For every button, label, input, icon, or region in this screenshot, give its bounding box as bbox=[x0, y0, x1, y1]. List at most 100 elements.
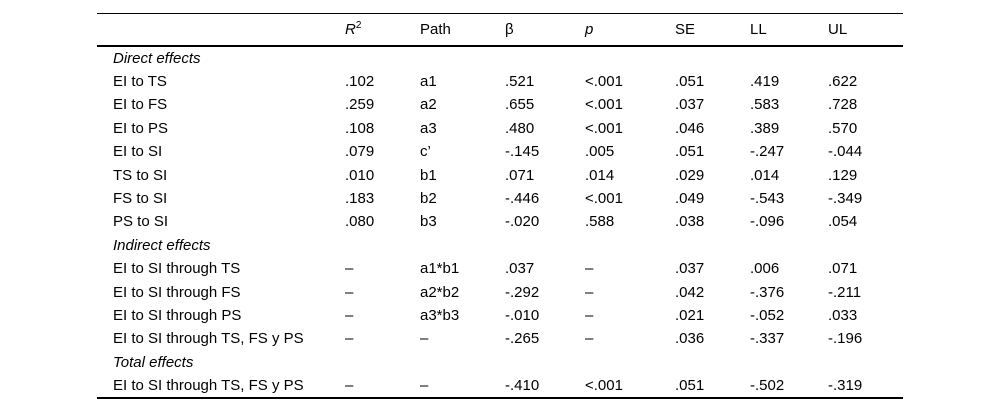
cell: -.010 bbox=[505, 306, 540, 324]
cell: .588 bbox=[585, 213, 615, 231]
table-row: EI to PS .108 a3 .480 <.001 .046 .389 .570 bbox=[97, 117, 903, 140]
column-header-r: R2 bbox=[345, 19, 362, 38]
cell: -.337 bbox=[750, 330, 785, 348]
table-row: TS to SI .010 b1 .071 .014 .029 .014 .129 bbox=[97, 163, 903, 186]
cell: -.247 bbox=[750, 143, 785, 161]
row-label: EI to SI through TS, FS y PS bbox=[113, 377, 304, 395]
cell: a1*b1 bbox=[420, 260, 460, 278]
cell: <.001 bbox=[585, 190, 623, 208]
cell: -.410 bbox=[505, 377, 540, 395]
table-row: PS to SI .080 b3 -.020 .588 .038 -.096 .054 bbox=[97, 210, 903, 233]
cell: .521 bbox=[505, 73, 535, 91]
cell: -.446 bbox=[505, 190, 540, 208]
section-row: Total effects bbox=[97, 351, 903, 374]
cell: .622 bbox=[828, 73, 858, 91]
cell: .419 bbox=[750, 73, 780, 91]
cell: a2*b2 bbox=[420, 283, 460, 301]
row-label: EI to FS bbox=[113, 96, 168, 114]
cell: -.020 bbox=[505, 213, 540, 231]
cell: -.502 bbox=[750, 377, 785, 395]
column-header-ll: LL bbox=[750, 20, 767, 38]
cell: – bbox=[345, 377, 354, 395]
cell: – bbox=[345, 260, 354, 278]
cell: a3 bbox=[420, 119, 437, 137]
cell: a2 bbox=[420, 96, 437, 114]
cell: a1 bbox=[420, 73, 437, 91]
cell: – bbox=[345, 306, 354, 324]
cell: .033 bbox=[828, 306, 858, 324]
row-label: EI to TS bbox=[113, 73, 167, 91]
table-header: R2 Path β p SE LL UL bbox=[97, 14, 903, 46]
row-label: EI to SI through TS, FS y PS bbox=[113, 330, 304, 348]
cell: – bbox=[345, 283, 354, 301]
cell: .051 bbox=[675, 377, 705, 395]
cell: – bbox=[420, 377, 429, 395]
cell: .014 bbox=[585, 166, 615, 184]
cell: .389 bbox=[750, 119, 780, 137]
cell: -.044 bbox=[828, 143, 863, 161]
cell: <.001 bbox=[585, 96, 623, 114]
cell: .071 bbox=[828, 260, 858, 278]
cell: .038 bbox=[675, 213, 705, 231]
cell: .080 bbox=[345, 213, 375, 231]
cell: .029 bbox=[675, 166, 705, 184]
cell: .583 bbox=[750, 96, 780, 114]
cell: .036 bbox=[675, 330, 705, 348]
cell: <.001 bbox=[585, 377, 623, 395]
row-label: PS to SI bbox=[113, 213, 169, 231]
column-header-se: SE bbox=[675, 20, 696, 38]
cell: c’ bbox=[420, 143, 431, 161]
cell: .006 bbox=[750, 260, 780, 278]
cell: .183 bbox=[345, 190, 375, 208]
cell: b3 bbox=[420, 213, 437, 231]
cell: – bbox=[345, 330, 354, 348]
cell: .480 bbox=[505, 119, 535, 137]
column-header-ul: UL bbox=[828, 20, 848, 38]
cell: -.292 bbox=[505, 283, 540, 301]
cell: .102 bbox=[345, 73, 375, 91]
section-row: Indirect effects bbox=[97, 234, 903, 257]
table-row: EI to SI through TS, FS y PS – – -.265 – .036… bbox=[97, 327, 903, 350]
cell: .051 bbox=[675, 73, 705, 91]
cell: -.196 bbox=[828, 330, 863, 348]
row-label: EI to SI through TS bbox=[113, 260, 241, 278]
table-row: EI to SI through PS – a3*b3 -.010 – .021 -.052… bbox=[97, 304, 903, 327]
cell: – bbox=[420, 330, 429, 348]
cell: a3*b3 bbox=[420, 306, 460, 324]
column-header-stub bbox=[97, 14, 345, 46]
cell: -.211 bbox=[828, 283, 862, 301]
cell: b2 bbox=[420, 190, 437, 208]
column-header-β: β bbox=[505, 20, 514, 38]
cell: .655 bbox=[505, 96, 535, 114]
column-header-p: p bbox=[585, 20, 594, 38]
row-label: FS to SI bbox=[113, 190, 168, 208]
cell: .005 bbox=[585, 143, 615, 161]
effects-table: R2 Path β p SE LL UL Direct effects EI to TS .10… bbox=[97, 13, 903, 400]
cell: .014 bbox=[750, 166, 780, 184]
cell: .728 bbox=[828, 96, 858, 114]
table-row: EI to SI through TS, FS y PS – – -.410 <.001… bbox=[97, 374, 903, 398]
cell: – bbox=[585, 283, 594, 301]
cell: .079 bbox=[345, 143, 375, 161]
cell: .108 bbox=[345, 119, 375, 137]
section-label: Indirect effects bbox=[113, 236, 211, 254]
cell: -.096 bbox=[750, 213, 785, 231]
cell: .037 bbox=[675, 96, 705, 114]
section-row: Direct effects bbox=[97, 46, 903, 70]
cell: .046 bbox=[675, 119, 705, 137]
table-header-row: R2 Path β p SE LL UL bbox=[97, 14, 903, 46]
cell: <.001 bbox=[585, 73, 623, 91]
cell: .042 bbox=[675, 283, 705, 301]
table-row: FS to SI .183 b2 -.446 <.001 .049 -.543 -.349 bbox=[97, 187, 903, 210]
cell: b1 bbox=[420, 166, 437, 184]
cell: .071 bbox=[505, 166, 535, 184]
cell: -.145 bbox=[505, 143, 540, 161]
cell: <.001 bbox=[585, 119, 623, 137]
table-row: EI to TS .102 a1 .521 <.001 .051 .419 .622 bbox=[97, 70, 903, 93]
cell: -.543 bbox=[750, 190, 785, 208]
column-header-path: Path bbox=[420, 20, 451, 38]
cell: .021 bbox=[675, 306, 705, 324]
row-label: EI to SI through FS bbox=[113, 283, 241, 301]
